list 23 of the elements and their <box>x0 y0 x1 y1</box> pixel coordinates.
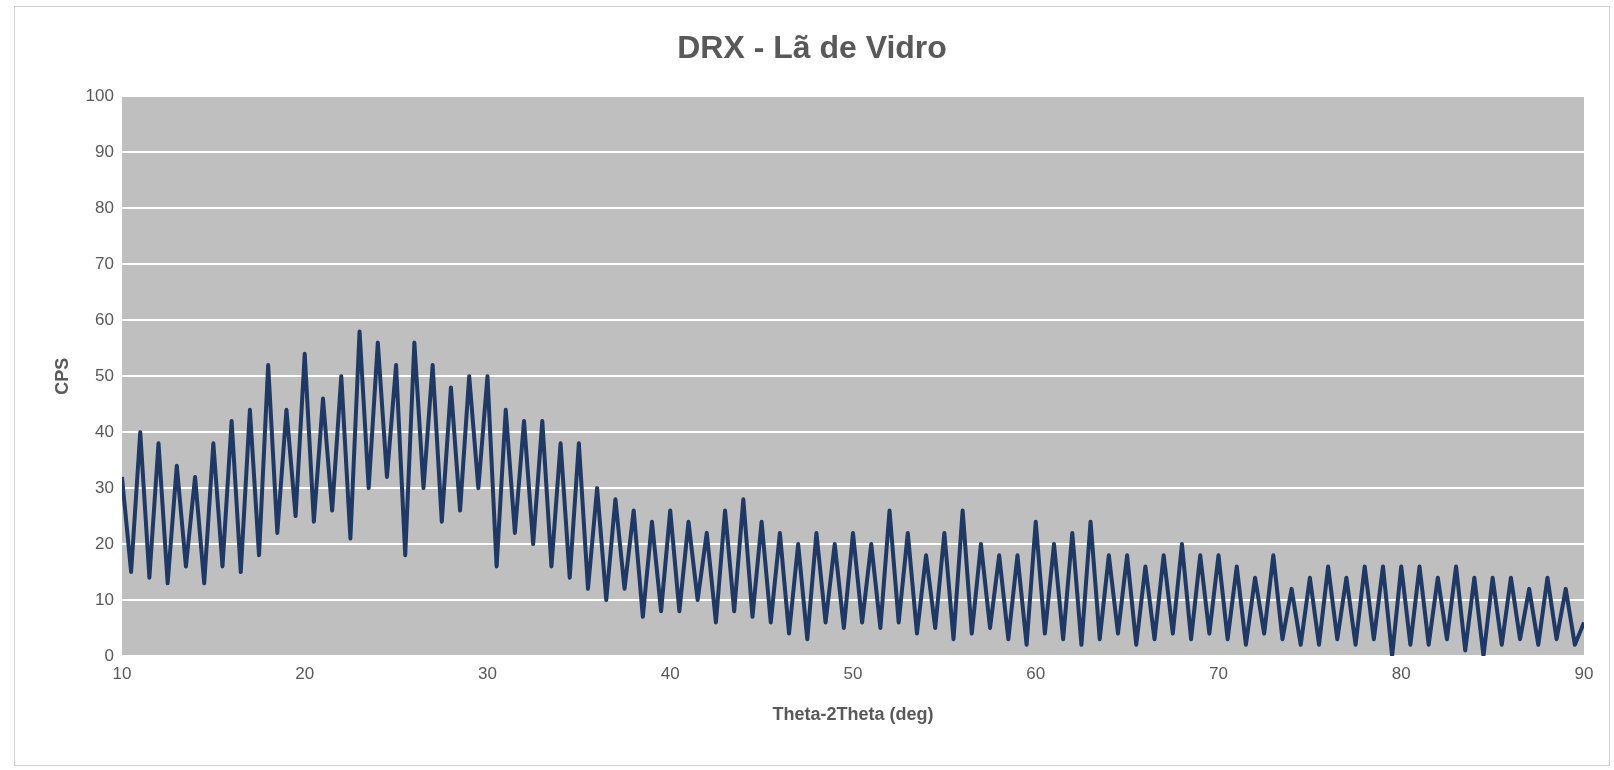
x-tick-label: 30 <box>478 663 497 683</box>
y-tick-label: 10 <box>95 589 114 609</box>
x-tick-label: 20 <box>295 663 315 683</box>
y-tick-label: 60 <box>95 309 114 329</box>
y-tick-label: 100 <box>85 86 114 106</box>
x-tick-label: 90 <box>1574 663 1594 683</box>
x-tick-label: 50 <box>843 663 863 683</box>
x-tick-label: 60 <box>1026 663 1046 683</box>
y-tick-label: 40 <box>95 421 114 441</box>
y-tick-label: 70 <box>95 253 114 273</box>
chart-title: DRX - Lã de Vidro <box>677 29 947 66</box>
x-tick-label: 40 <box>660 663 680 683</box>
y-tick-label: 90 <box>95 142 114 162</box>
x-tick-label: 70 <box>1209 663 1228 683</box>
x-tick-label: 80 <box>1391 663 1411 683</box>
x-axis-title: Theta-2Theta (deg) <box>772 704 934 725</box>
y-tick-label: 50 <box>95 365 114 385</box>
y-tick-label: 20 <box>95 533 114 553</box>
y-tick-label: 80 <box>95 198 114 218</box>
y-tick-label: 0 <box>104 645 114 665</box>
x-tick-label: 10 <box>112 663 132 683</box>
y-tick-label: 30 <box>95 477 114 497</box>
y-axis-title: CPS <box>51 357 72 395</box>
